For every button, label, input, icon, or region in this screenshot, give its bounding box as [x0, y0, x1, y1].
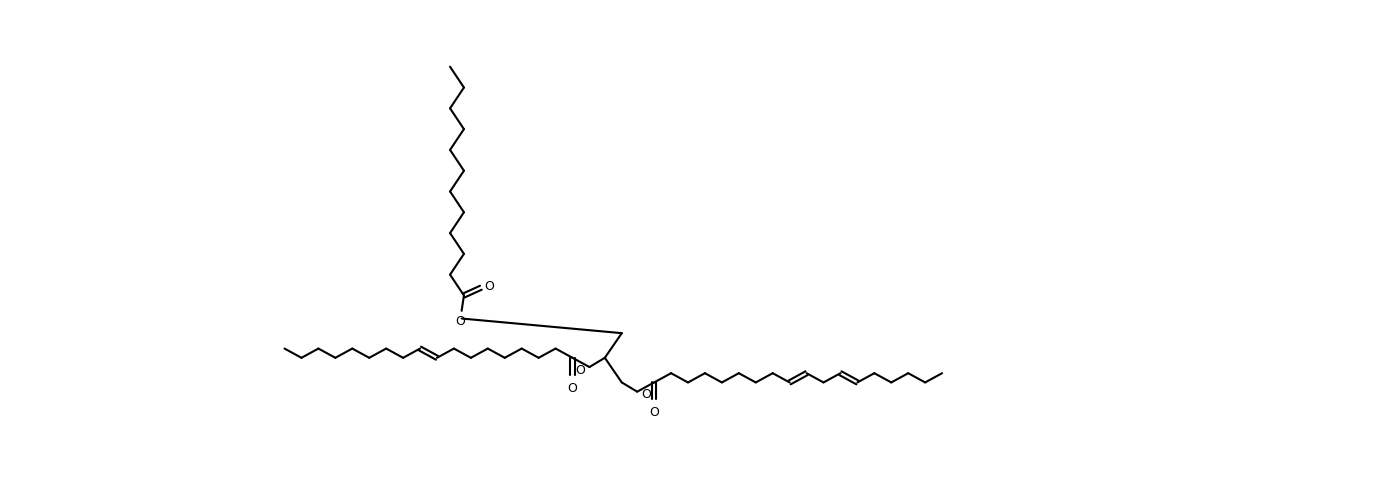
Text: O: O: [649, 406, 660, 419]
Text: O: O: [576, 364, 585, 376]
Text: O: O: [455, 315, 464, 329]
Text: O: O: [485, 280, 495, 293]
Text: O: O: [567, 382, 577, 395]
Text: O: O: [642, 388, 651, 401]
